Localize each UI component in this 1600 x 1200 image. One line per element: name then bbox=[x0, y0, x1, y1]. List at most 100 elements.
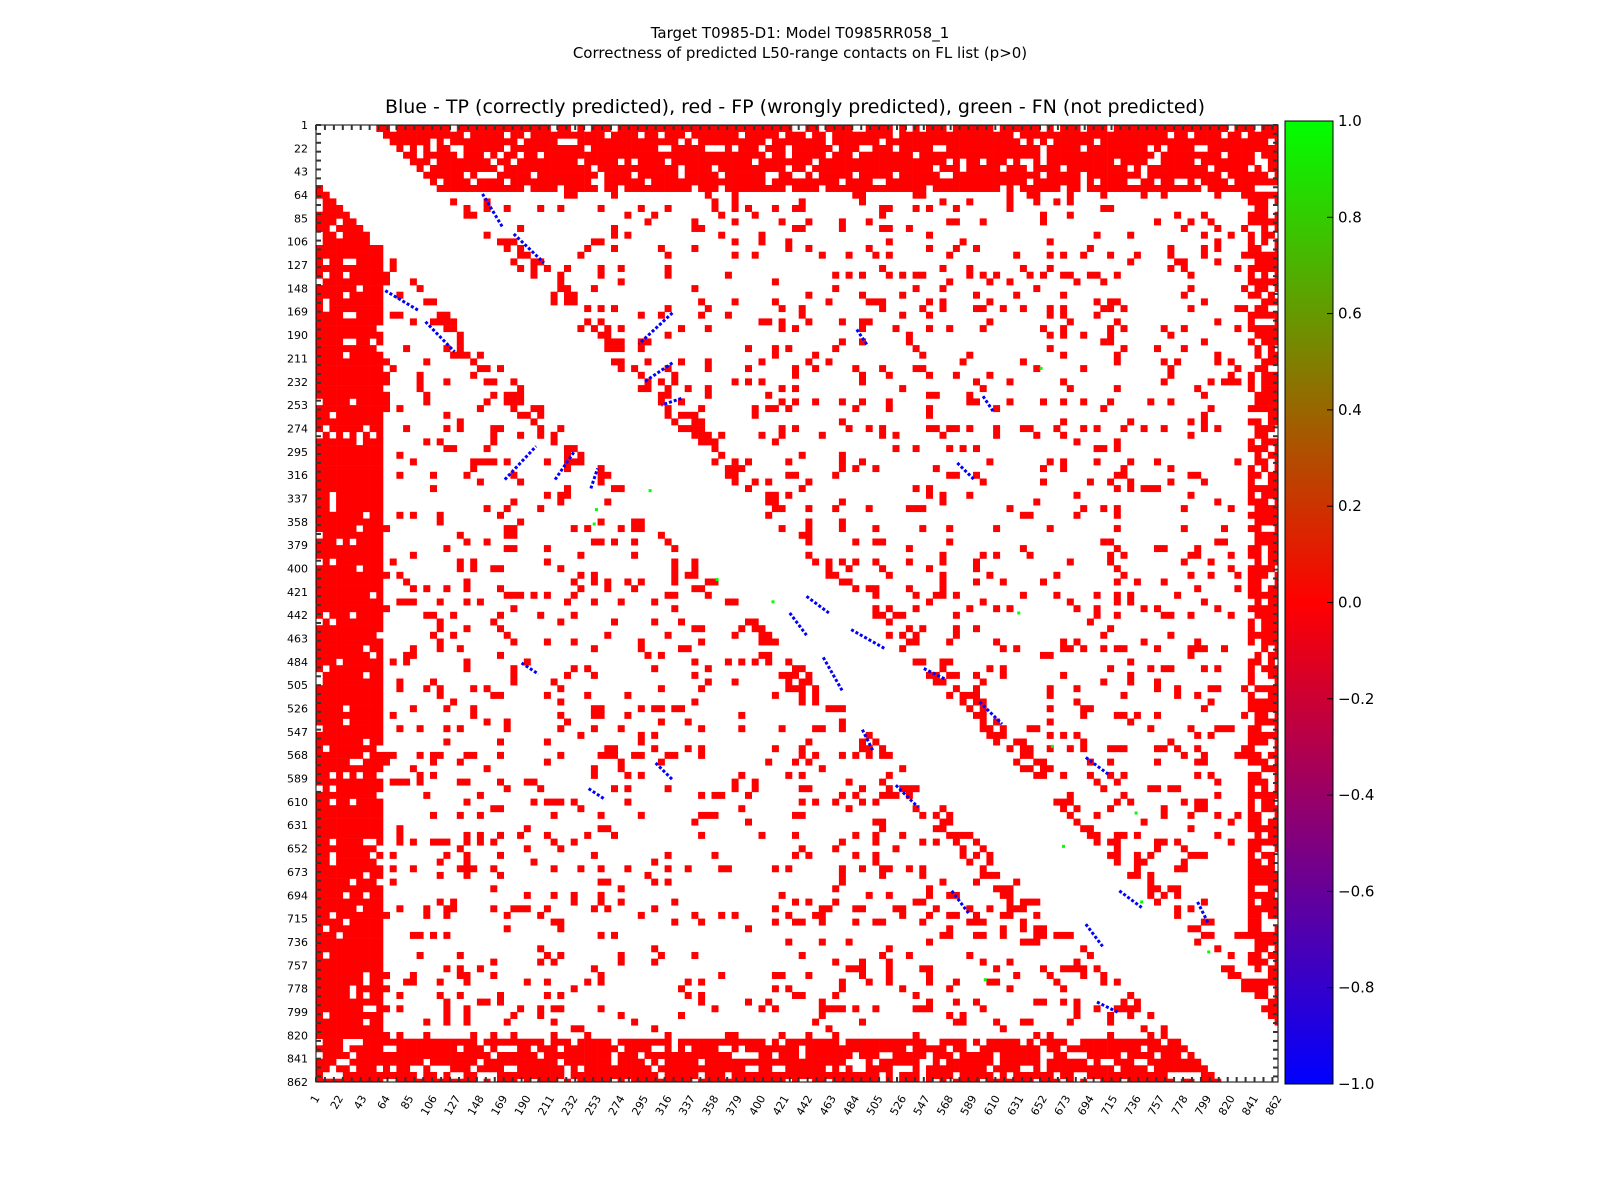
fp-cell bbox=[1086, 138, 1094, 146]
fp-cell bbox=[349, 931, 357, 939]
fp-cell bbox=[362, 778, 370, 786]
fp-cell bbox=[322, 391, 330, 399]
fp-cell bbox=[711, 205, 719, 212]
fp-cell bbox=[1267, 518, 1275, 526]
fp-cell bbox=[1214, 245, 1222, 252]
fp-cell bbox=[1120, 151, 1128, 159]
fp-cell bbox=[436, 838, 444, 846]
fp-cell bbox=[1113, 471, 1121, 479]
fp-cell bbox=[765, 658, 773, 666]
fp-cell bbox=[785, 678, 793, 686]
fp-cell bbox=[342, 491, 350, 499]
fp-cell bbox=[356, 398, 364, 406]
fp-cell bbox=[1167, 1038, 1175, 1046]
fp-cell bbox=[1046, 145, 1054, 152]
fp-cell bbox=[416, 751, 424, 759]
fp-cell bbox=[450, 151, 458, 159]
fp-cell bbox=[1113, 525, 1121, 533]
fp-cell bbox=[785, 171, 793, 179]
fp-cell bbox=[905, 171, 913, 179]
fp-cell bbox=[577, 165, 585, 172]
fp-cell bbox=[1227, 165, 1235, 172]
fp-cell bbox=[342, 958, 350, 966]
fp-cell bbox=[316, 798, 323, 806]
fp-cell bbox=[1113, 778, 1121, 786]
fp-cell bbox=[369, 505, 377, 513]
fp-cell bbox=[912, 131, 920, 139]
fp-cell bbox=[1267, 385, 1275, 393]
fp-cell bbox=[993, 405, 1001, 413]
fp-cell bbox=[1274, 251, 1278, 259]
fp-cell bbox=[423, 585, 431, 593]
fp-cell bbox=[584, 1052, 592, 1059]
fp-cell bbox=[597, 271, 605, 279]
fp-cell bbox=[1167, 365, 1175, 373]
fp-cell bbox=[859, 958, 866, 966]
fp-cell bbox=[912, 205, 920, 212]
fp-cell bbox=[349, 531, 357, 539]
fp-cell bbox=[356, 885, 364, 893]
fp-cell bbox=[939, 818, 947, 826]
fp-cell bbox=[818, 178, 826, 186]
fp-cell bbox=[349, 598, 357, 606]
fp-cell bbox=[1261, 218, 1269, 226]
fp-cell bbox=[704, 1045, 712, 1053]
fp-cell bbox=[1066, 191, 1074, 199]
fp-cell bbox=[470, 1032, 478, 1039]
fp-cell bbox=[966, 151, 974, 159]
fp-cell bbox=[490, 958, 498, 966]
fp-cell bbox=[369, 771, 377, 779]
fp-cell bbox=[329, 351, 337, 359]
fp-cell bbox=[798, 305, 806, 313]
fp-cell bbox=[316, 311, 323, 319]
fp-cell bbox=[939, 265, 947, 272]
fp-cell bbox=[785, 458, 793, 466]
fp-cell bbox=[1247, 665, 1255, 673]
fp-cell bbox=[905, 165, 913, 172]
fp-cell bbox=[1247, 178, 1255, 186]
fp-cell bbox=[443, 838, 451, 846]
fp-cell bbox=[336, 811, 344, 819]
fp-cell bbox=[329, 905, 337, 913]
fp-cell bbox=[1247, 491, 1255, 499]
fp-cell bbox=[865, 245, 873, 252]
fp-cell bbox=[1080, 972, 1088, 979]
fp-cell bbox=[1227, 972, 1235, 979]
fp-cell bbox=[1267, 191, 1275, 199]
fp-cell bbox=[1013, 972, 1021, 979]
fp-cell bbox=[771, 151, 779, 159]
fp-cell bbox=[892, 178, 900, 186]
fp-cell bbox=[316, 425, 323, 433]
fp-cell bbox=[443, 345, 451, 353]
fp-cell bbox=[557, 145, 565, 152]
fp-cell bbox=[497, 585, 504, 593]
fp-cell bbox=[423, 1018, 431, 1026]
fp-cell bbox=[745, 1045, 752, 1053]
fp-cell bbox=[805, 678, 813, 686]
fp-cell bbox=[724, 125, 732, 132]
fp-cell bbox=[1133, 851, 1141, 859]
fp-cell bbox=[342, 691, 350, 699]
fp-cell bbox=[617, 325, 625, 333]
fp-cell bbox=[362, 431, 370, 439]
fp-cell bbox=[1200, 298, 1208, 306]
fp-cell bbox=[349, 618, 357, 626]
fp-cell bbox=[577, 1052, 585, 1059]
fp-cell bbox=[349, 885, 357, 893]
fp-cell bbox=[845, 138, 853, 146]
fp-cell bbox=[342, 818, 350, 826]
fp-cell bbox=[885, 965, 893, 973]
fp-cell bbox=[812, 911, 820, 919]
fp-cell bbox=[1254, 565, 1262, 573]
fp-cell bbox=[1133, 145, 1141, 152]
fp-cell bbox=[1140, 485, 1148, 493]
fp-cell bbox=[838, 1045, 846, 1053]
fp-cell bbox=[537, 185, 545, 192]
fp-cell bbox=[570, 458, 578, 466]
fp-cell bbox=[316, 865, 323, 873]
fp-cell bbox=[1180, 165, 1188, 172]
fp-cell bbox=[1274, 685, 1278, 693]
fp-cell bbox=[885, 405, 893, 413]
fp-cell bbox=[396, 838, 404, 846]
fp-cell bbox=[1046, 685, 1054, 693]
